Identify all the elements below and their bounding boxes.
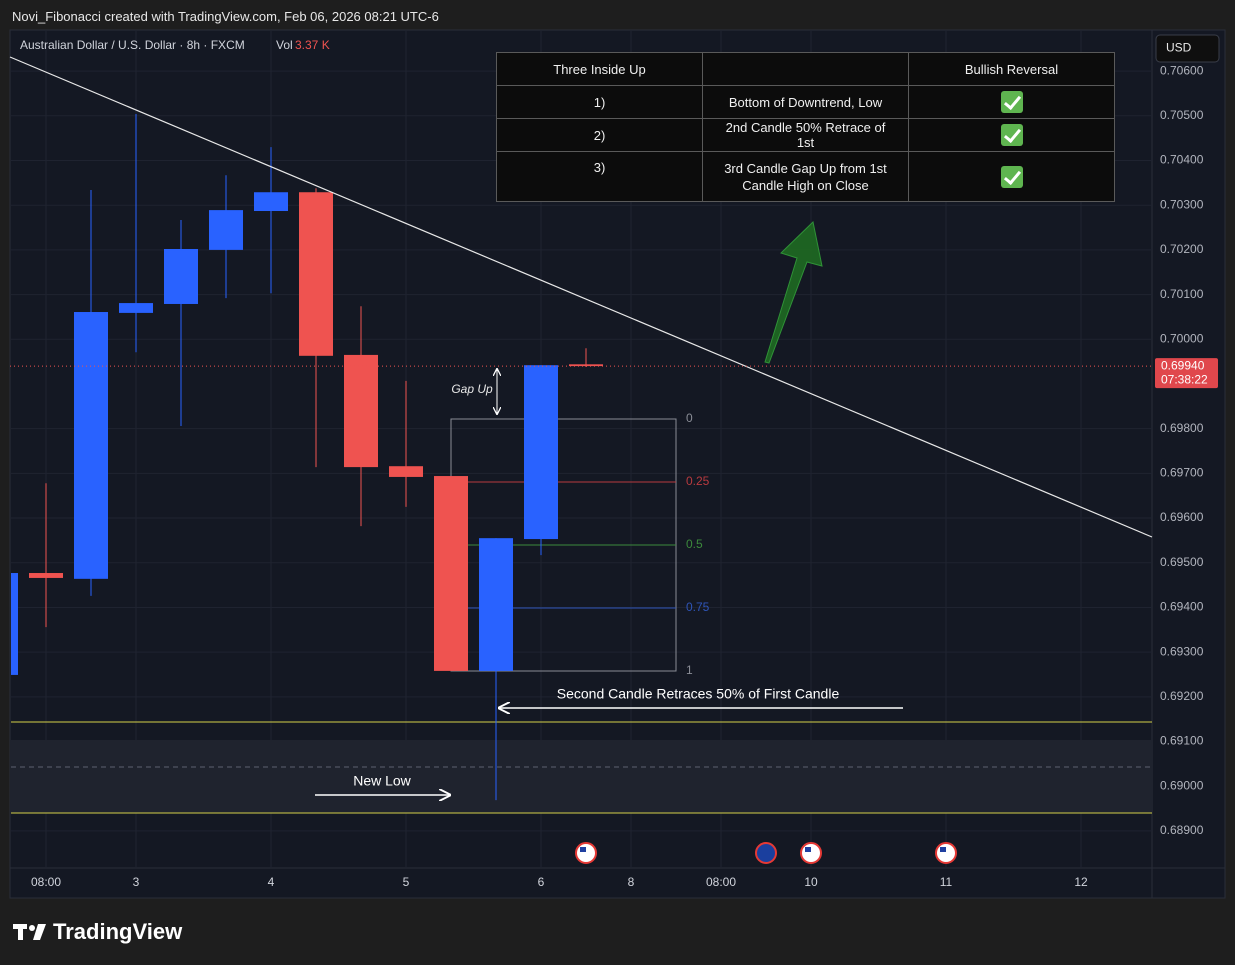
new-low-label: New Low — [353, 773, 411, 789]
event-icons — [575, 842, 957, 864]
candle-body — [254, 192, 288, 212]
candle-body — [209, 210, 243, 250]
logo-part — [33, 924, 46, 940]
fib-level-label: 0.25 — [686, 474, 710, 488]
event-icon — [755, 842, 777, 864]
candle-body — [524, 365, 558, 540]
check-cell — [908, 85, 1115, 119]
candle-body — [11, 573, 18, 675]
logo: TradingView — [13, 919, 183, 944]
x-tick-label: 5 — [403, 875, 410, 889]
row-number: 2) — [496, 118, 703, 152]
x-tick-label: 08:00 — [31, 875, 61, 889]
axes: 0.70600 0.70500 0.70400 0.70300 0.70200 0.701… — [10, 63, 1218, 889]
x-tick-label: 8 — [628, 875, 635, 889]
event-icon — [575, 842, 597, 864]
candle-body — [569, 364, 603, 367]
candle-body — [389, 466, 423, 477]
signal-table: Three Inside Up Bullish Reversal 1) Bott… — [496, 52, 1115, 202]
check-cell — [908, 118, 1115, 152]
countdown-label: 07:38:22 — [1161, 372, 1208, 386]
symbol-legend: Australian Dollar / U.S. Dollar · 8h · F… — [20, 38, 245, 52]
y-tick-label: 0.70100 — [1160, 287, 1204, 301]
zone — [11, 721, 1152, 814]
candle-body — [119, 303, 153, 313]
y-tick-label: 0.68900 — [1160, 823, 1204, 837]
x-tick-label: 12 — [1074, 875, 1088, 889]
x-tick-label: 08:00 — [706, 875, 736, 889]
drawings: Gap Up Second Candle Retraces 50% of Fir… — [9, 56, 1153, 795]
gap-up-label: Gap Up — [451, 382, 493, 396]
candle-body — [74, 312, 108, 579]
candle-body — [299, 192, 333, 356]
flag-part — [580, 847, 586, 852]
price-tag-label: 0.69940 — [1161, 358, 1205, 372]
table-cell — [702, 52, 909, 86]
event-icon — [800, 842, 822, 864]
table-row: 1) Bottom of Downtrend, Low — [496, 85, 1115, 119]
retrace-label: Second Candle Retraces 50% of First Cand… — [557, 686, 840, 702]
y-tick-label: 0.70500 — [1160, 108, 1204, 122]
flag-part — [805, 847, 811, 852]
y-tick-label: 0.69300 — [1160, 644, 1204, 658]
check-icon — [1000, 91, 1023, 113]
volume-value: 3.37 K — [295, 38, 330, 52]
row-number: 3) — [496, 151, 703, 202]
candle-body — [29, 573, 63, 578]
event-icon — [935, 842, 957, 864]
flag-part — [940, 847, 946, 852]
table-row: 2) 2nd Candle 50% Retrace of 1st — [496, 118, 1115, 152]
currency-label[interactable]: USD — [1166, 41, 1192, 55]
x-tick-label: 10 — [804, 875, 818, 889]
row-number: 1) — [496, 85, 703, 119]
x-tick-label: 6 — [538, 875, 545, 889]
fib-level-label: 1 — [686, 663, 693, 677]
up-arrow — [764, 221, 823, 364]
y-tick-label: 0.69800 — [1160, 421, 1204, 435]
check-cell — [908, 151, 1115, 202]
price-tag — [1155, 358, 1218, 389]
shaded-zone — [11, 740, 1152, 813]
x-tick-label: 4 — [268, 875, 275, 889]
x-tick-label: 11 — [940, 875, 953, 889]
table-title: Three Inside Up — [496, 52, 703, 86]
table-row: 3) 3rd Candle Gap Up from 1st Candle Hig… — [496, 151, 1115, 202]
logo-part — [18, 924, 23, 940]
table-signal: Bullish Reversal — [908, 52, 1115, 86]
y-tick-label: 0.70200 — [1160, 242, 1204, 256]
x-tick-label: 3 — [133, 875, 140, 889]
y-tick-label: 0.69700 — [1160, 466, 1204, 480]
y-tick-label: 0.70600 — [1160, 63, 1204, 77]
candle-body — [434, 476, 468, 671]
row-text: 3rd Candle Gap Up from 1st Candle High o… — [702, 151, 909, 202]
y-tick-label: 0.69200 — [1160, 689, 1204, 703]
y-tick-label: 0.70000 — [1160, 331, 1204, 345]
logo-part — [29, 925, 35, 931]
trend-line — [9, 56, 1153, 538]
y-tick-label: 0.70300 — [1160, 197, 1204, 211]
y-tick-label: 0.69600 — [1160, 510, 1204, 524]
row-text: Bottom of Downtrend, Low — [702, 85, 909, 119]
y-tick-label: 0.69500 — [1160, 555, 1204, 569]
y-tick-label: 0.70400 — [1160, 153, 1204, 167]
y-tick-label: 0.69400 — [1160, 600, 1204, 614]
y-tick-label: 0.69100 — [1160, 734, 1204, 748]
fib-level-label: 0.5 — [686, 537, 703, 551]
currency-button[interactable] — [1155, 34, 1220, 63]
y-tick-label: 0.69000 — [1160, 778, 1204, 792]
volume-label: Vol — [276, 38, 293, 52]
fib-level-label: 0 — [686, 411, 693, 425]
fib-level-label: 0.75 — [686, 600, 710, 614]
candle-body — [479, 538, 513, 671]
table-header: Three Inside Up Bullish Reversal — [496, 52, 1115, 86]
check-icon — [1000, 124, 1023, 146]
credit: Novi_Fibonacci created with TradingView.… — [12, 9, 439, 24]
candle-body — [164, 248, 198, 304]
row-text: 2nd Candle 50% Retrace of 1st — [702, 118, 909, 152]
brand-name: TradingView — [53, 919, 183, 944]
candles — [11, 114, 603, 801]
candle-body — [344, 354, 378, 468]
check-icon — [1000, 165, 1023, 188]
